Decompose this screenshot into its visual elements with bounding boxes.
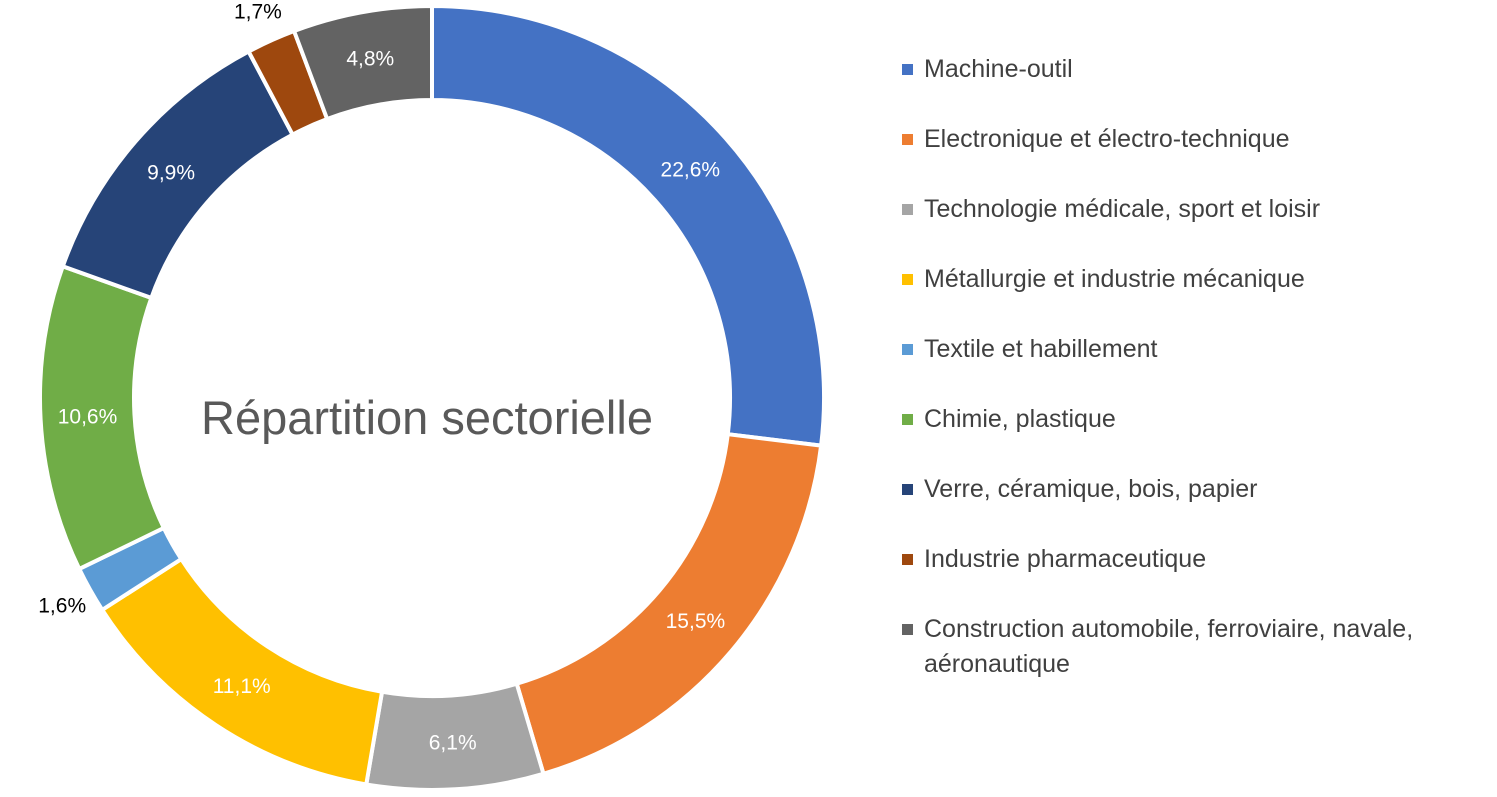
slice-label-9: 4,8% <box>346 48 394 71</box>
legend-swatch <box>902 624 913 635</box>
legend-swatch <box>902 274 913 285</box>
slice-label-7: 9,9% <box>147 161 195 184</box>
slice-label-2: 15,5% <box>666 610 726 633</box>
legend-swatch <box>902 414 913 425</box>
slice-label-6: 10,6% <box>58 406 118 429</box>
legend-swatch <box>902 64 913 75</box>
legend-label: Industrie pharmaceutique <box>924 545 1207 573</box>
legend-label: Verre, céramique, bois, papier <box>924 475 1258 503</box>
slice-labels: 22,6% 15,5% 6,1% 11,1% 1,6% 10,6% 9,9% 1,7% 4,8% <box>38 0 725 754</box>
slice-2 <box>514 431 824 777</box>
slice-4 <box>99 556 385 787</box>
legend-label: Technologie médicale, sport et loisir <box>924 195 1321 223</box>
legend-label: Electronique et électro-technique <box>924 125 1290 153</box>
legend-swatch <box>902 204 913 215</box>
legend-label: Chimie, plastique <box>924 405 1116 433</box>
slice-1 <box>430 3 826 448</box>
slice-label-3: 6,1% <box>429 731 477 754</box>
legend-swatch <box>902 554 913 565</box>
legend-label: Métallurgie et industrie mécanique <box>924 265 1305 293</box>
chart-legend: Machine-outil Electronique et électro-tec… <box>902 52 1497 692</box>
legend-item: Electronique et électro-technique <box>902 122 1497 192</box>
slice-label-5: 1,6% <box>38 594 86 617</box>
legend-swatch <box>902 134 913 145</box>
slice-label-8: 1,7% <box>234 0 282 23</box>
legend-item: Chimie, plastique <box>902 402 1497 472</box>
legend-item: Technologie médicale, sport et loisir <box>902 192 1497 262</box>
legend-item: Industrie pharmaceutique <box>902 542 1497 612</box>
legend-item: Métallurgie et industrie mécanique <box>902 262 1497 332</box>
chart-title: Répartition sectorielle <box>201 391 653 444</box>
legend-swatch <box>902 484 913 495</box>
legend-item: Textile et habillement <box>902 332 1497 402</box>
legend-swatch <box>902 344 913 355</box>
legend-item: Construction automobile, ferroviaire, na… <box>902 612 1497 692</box>
legend-label: Construction automobile, ferroviaire, na… <box>924 615 1414 678</box>
slice-9 <box>291 3 434 122</box>
donut-slices <box>38 3 826 792</box>
legend-item: Verre, céramique, bois, papier <box>902 472 1497 542</box>
slice-label-1: 22,6% <box>661 158 721 181</box>
legend-label: Textile et habillement <box>924 335 1158 363</box>
slice-label-4: 11,1% <box>213 675 271 698</box>
legend-item: Machine-outil <box>902 52 1497 122</box>
legend-label: Machine-outil <box>924 55 1073 83</box>
